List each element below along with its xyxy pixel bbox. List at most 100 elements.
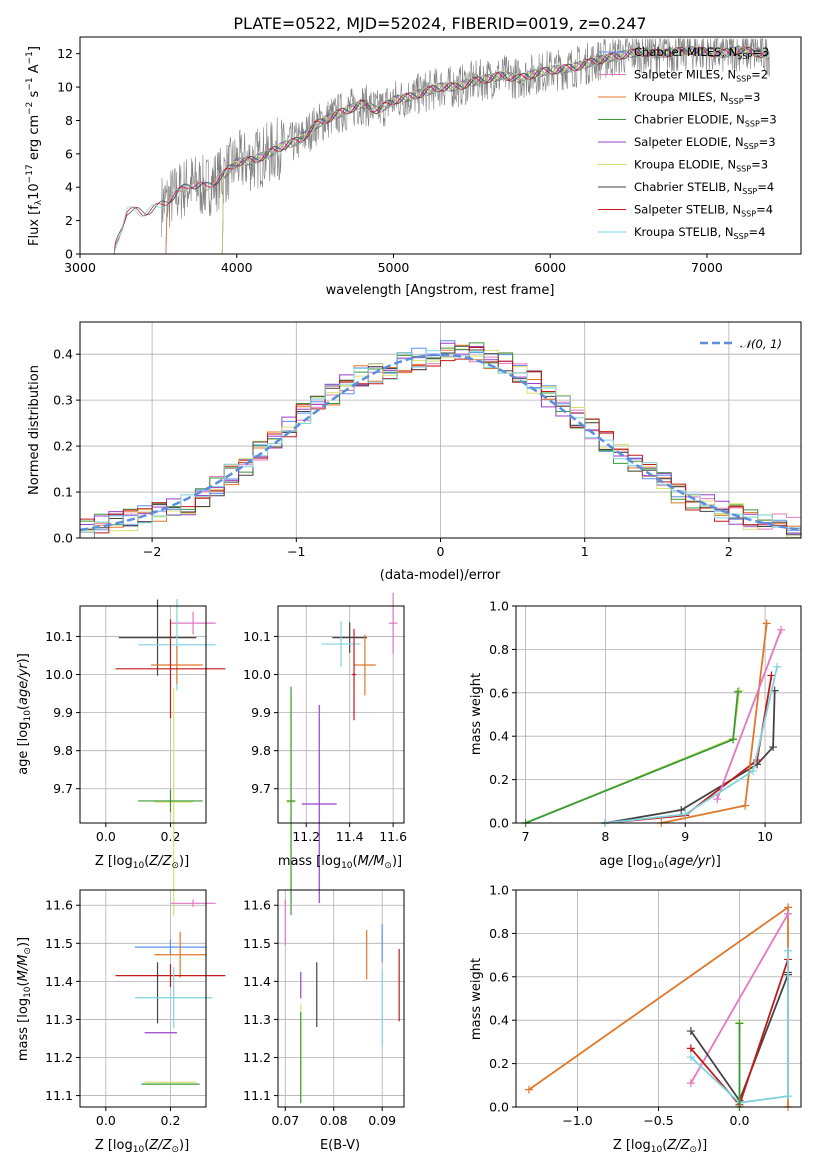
mass-vs-z-xlabel: Z [log10(Z/Z⊙)] [95, 1138, 189, 1155]
weight-vs-age-marker [677, 805, 686, 814]
mass-vs-ebv-ytick-label: 11.6 [243, 898, 271, 913]
age-vs-z-ylabel: age [log10(age/yr)] [16, 653, 33, 775]
weight-vs-age-ytick-label: 1.0 [489, 599, 509, 614]
spectrum-xtick-label: 5000 [378, 260, 410, 275]
weight-vs-age-marker [681, 810, 690, 819]
weight-vs-z-marker [686, 1053, 695, 1062]
legend-label: Salpeter ELODIE, NSSP=3 [634, 135, 776, 151]
mass-vs-z-ytick-label: 11.3 [45, 1012, 73, 1027]
mass-vs-z-ytick-label: 11.1 [45, 1088, 73, 1103]
spectrum-xtick-label: 4000 [221, 260, 253, 275]
weight-vs-age-marker [767, 671, 776, 680]
legend-subscript: SSP [736, 165, 751, 174]
legend-subscript: SSP [737, 52, 752, 61]
weight-vs-z-ytick-label: 0.0 [489, 1100, 509, 1115]
weight-vs-z-xtick-label: −0.5 [643, 1113, 673, 1128]
spectrum-ytick-label: 10 [57, 80, 73, 95]
weight-vs-age-marker [773, 662, 782, 671]
residual-xtick-label: 1 [581, 544, 589, 559]
weight-vs-age-ylabel: mass weight [469, 673, 484, 755]
weight-vs-z-ytick-label: 1.0 [489, 883, 509, 898]
spectrum-xtick-label: 6000 [534, 260, 566, 275]
age-vs-mass-ytick-label: 9.8 [251, 743, 271, 758]
weight-vs-age-series-line [605, 675, 773, 824]
weight-vs-age-ytick-label: 0.6 [489, 685, 509, 700]
residual-xlabel: (data-model)/error [380, 568, 501, 583]
weight-vs-age-marker [735, 686, 744, 695]
legend-suffix: =4 [756, 203, 773, 217]
age-vs-mass-ytick-label: 10.0 [243, 667, 271, 682]
weight-vs-z-ytick-label: 0.2 [489, 1056, 509, 1071]
age-vs-z-ytick-label: 9.8 [53, 743, 73, 758]
age-vs-mass-xtick-label: 11.6 [379, 829, 407, 844]
spectrum-ytick-label: 4 [65, 180, 73, 195]
weight-vs-z-xlabel: Z [log10(Z/Z⊙)] [613, 1138, 707, 1155]
weight-vs-age-xtick-label: 7 [522, 829, 530, 844]
mass-vs-z-xtick-label: 0.0 [96, 1113, 116, 1128]
weight-vs-z-marker [524, 1085, 533, 1094]
mass-vs-z-ylabel: mass [log10(M/M⊙)] [16, 937, 33, 1061]
residual-xtick-label: 2 [725, 544, 733, 559]
mass-vs-z-ytick-label: 11.2 [45, 1050, 73, 1065]
mass-vs-ebv-ytick-label: 11.1 [243, 1088, 271, 1103]
spectrum-legend: Chabrier MILES, NSSP=3 Salpeter MILES, NS… [598, 45, 777, 241]
mass-vs-z-ytick-label: 11.5 [45, 936, 73, 951]
weight-vs-z-ylabel: mass weight [469, 958, 484, 1040]
model-spectrum-line [112, 46, 770, 255]
mass-vs-ebv-xlabel: E(B-V) [320, 1138, 360, 1153]
age-vs-z-ytick-label: 10.0 [45, 667, 73, 682]
weight-vs-z-ytick-label: 0.4 [489, 1013, 509, 1028]
legend-subscript: SSP [729, 97, 744, 106]
legend-subscript: SSP [741, 210, 756, 219]
age-vs-mass-ytick-label: 10.1 [243, 629, 271, 644]
weight-vs-age-ytick-label: 0.4 [489, 729, 509, 744]
legend-label: Kroupa ELODIE, NSSP=3 [634, 158, 768, 174]
residual-panel: −2 −1 0 1 2 0.0 0.1 0.2 0.3 0.4 𝒩(0, 1) (data-mode… [27, 321, 802, 583]
weight-vs-z-xtick-label: 0.0 [730, 1113, 750, 1128]
weight-vs-age-marker [733, 687, 742, 696]
mass-vs-ebv-ytick-label: 11.2 [243, 1050, 271, 1065]
legend-label: Chabrier MILES, NSSP=3 [634, 45, 769, 61]
mass-vs-ebv-ytick-label: 11.5 [243, 936, 271, 951]
age-vs-mass-ytick-label: 9.9 [251, 705, 271, 720]
age-vs-z-xlabel: Z [log10(Z/Z⊙)] [95, 854, 189, 871]
legend-suffix: =4 [757, 180, 774, 194]
weight-vs-z-marker [686, 1079, 695, 1088]
weight-vs-z-frame [515, 889, 802, 1108]
age-vs-z-ytick-label: 9.7 [53, 781, 73, 796]
age-vs-z-ytick-label: 10.1 [45, 629, 73, 644]
spectrum-ytick-label: 6 [65, 146, 73, 161]
legend-subscript: SSP [744, 142, 759, 151]
weight-vs-age-marker [713, 795, 722, 804]
weight-vs-age-series-line [605, 666, 778, 824]
weight-vs-age-ytick-label: 0.8 [489, 642, 509, 657]
residual-ylabel: Normed distribution [27, 365, 42, 495]
mass-vs-z-ytick-label: 11.6 [45, 898, 73, 913]
age-vs-mass-xlabel: mass [log10(M/M⊙)] [278, 854, 402, 871]
weight-vs-age-xtick-label: 9 [681, 829, 689, 844]
weight-vs-z-ytick-label: 0.8 [489, 926, 509, 941]
legend-label: Kroupa MILES, NSSP=3 [634, 90, 760, 106]
weight-vs-age-xtick-label: 10 [757, 829, 773, 844]
weight-vs-z-ytick-label: 0.6 [489, 969, 509, 984]
weight-vs-z-series-line [690, 950, 789, 1104]
mass-vs-ebv-xtick-label: 0.09 [368, 1113, 396, 1128]
residual-ytick-label: 0.1 [53, 485, 73, 500]
model-spectrum-line [164, 46, 770, 255]
weight-vs-z-marker [686, 1027, 695, 1036]
mass-vs-z-frame [79, 889, 207, 1108]
legend-label: Salpeter MILES, NSSP=2 [634, 68, 768, 84]
weight-vs-z-panel: −1.0 −0.5 0.0 0.0 0.2 0.4 0.6 0.8 1.0 Z [log10(Z… [469, 883, 802, 1155]
age-vs-mass-ytick-label: 9.7 [251, 781, 271, 796]
weight-vs-z-xtick-label: −1.0 [562, 1113, 592, 1128]
legend-suffix: =4 [749, 225, 766, 239]
residual-legend-label: 𝒩(0, 1) [740, 337, 782, 351]
weight-vs-age-series-line [716, 629, 782, 800]
residual-frame [79, 321, 802, 539]
legend-label: Chabrier ELODIE, NSSP=3 [634, 113, 777, 129]
residual-xtick-label: −1 [287, 544, 305, 559]
weight-vs-age-marker [762, 619, 771, 628]
legend-subscript: SSP [745, 120, 760, 129]
mass-vs-ebv-ytick-label: 11.3 [243, 1012, 271, 1027]
